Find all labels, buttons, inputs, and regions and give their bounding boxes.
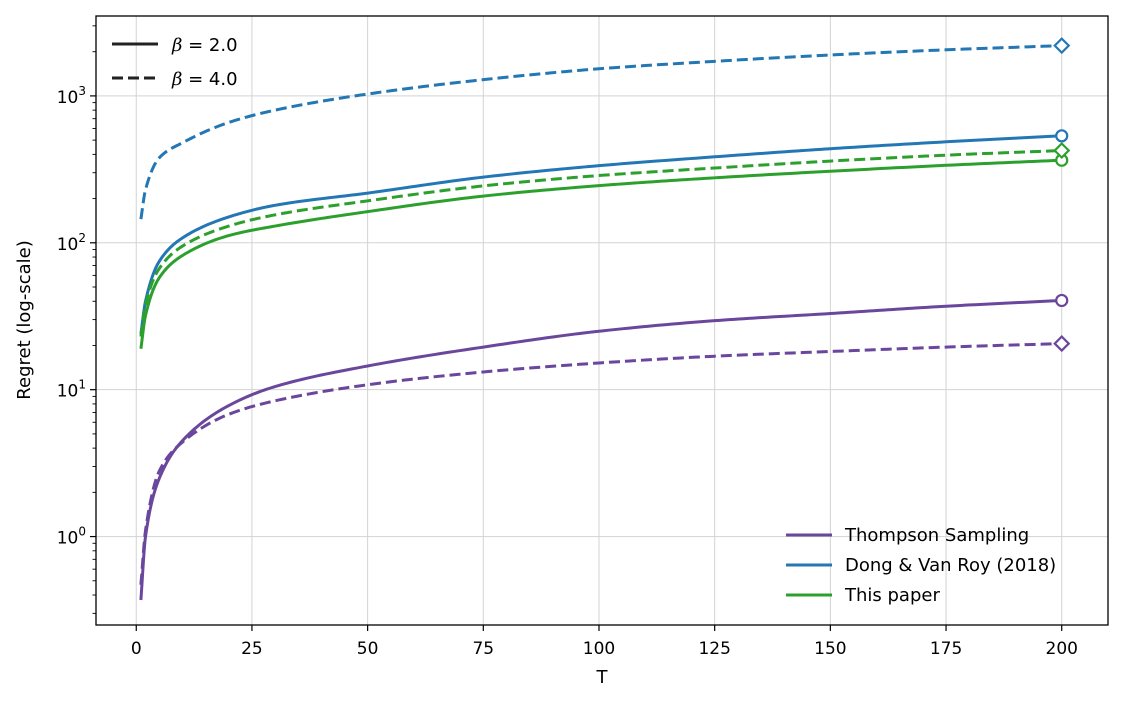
style-legend: β = 2.0 β = 4.0 [112, 35, 238, 90]
y-tick-label: 100 [57, 525, 86, 549]
legend-label-this-paper: This paper [844, 585, 940, 606]
series-line-thompson-sampling-beta-2 [139, 298, 1062, 601]
y-axis-title: Regret (log-scale) [14, 240, 35, 399]
y-tick-label: 101 [57, 378, 86, 402]
x-tick-label: 125 [698, 639, 730, 659]
method-legend: Thompson Sampling Dong & Van Roy (2018) … [786, 525, 1056, 606]
series-line-dong-van-roy-2018-beta-2 [139, 134, 1062, 335]
x-axis-title: T [596, 667, 609, 688]
end-marker-diamond [1053, 141, 1071, 160]
x-tick-label: 100 [583, 639, 615, 659]
x-tick-label: 75 [472, 639, 494, 659]
series-line-this-paper-beta-2 [139, 158, 1062, 349]
series-line-this-paper-beta-4 [139, 149, 1062, 337]
ticks: 0 25 50 75 100 125 150 175 200 100 101 102 103 [57, 25, 1078, 659]
x-tick-label: 0 [131, 639, 142, 659]
end-marker-diamond [1053, 335, 1071, 353]
legend-label-thompson: Thompson Sampling [844, 525, 1029, 546]
x-tick-label: 150 [814, 639, 846, 659]
series-line-thompson-sampling-beta-4 [139, 342, 1062, 585]
end-marker-diamond [1053, 37, 1071, 55]
y-tick-label: 103 [57, 84, 86, 108]
style-legend-dashed-label: β = 4.0 [171, 69, 238, 90]
x-tick-label: 25 [241, 639, 263, 659]
x-tick-label: 50 [357, 639, 379, 659]
style-legend-solid-label: β = 2.0 [171, 35, 238, 56]
x-tick-label: 175 [930, 639, 962, 659]
legend-label-dong: Dong & Van Roy (2018) [845, 555, 1056, 576]
x-tick-label: 200 [1046, 639, 1078, 659]
y-tick-label: 102 [57, 231, 86, 255]
end-marker-circle [1055, 293, 1069, 308]
series-line-dong-van-roy-2018-beta-4 [139, 44, 1062, 220]
end-marker-circle [1055, 129, 1069, 143]
series-layer [139, 37, 1071, 601]
plot-frame [95, 15, 1109, 626]
